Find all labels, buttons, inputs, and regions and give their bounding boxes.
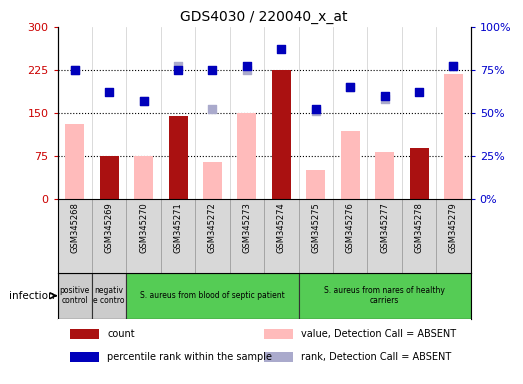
Bar [264, 199, 299, 273]
Bar [70, 329, 99, 339]
Text: GSM345272: GSM345272 [208, 203, 217, 253]
Bar [436, 199, 471, 273]
Text: GSM345270: GSM345270 [139, 203, 148, 253]
Point [380, 96, 389, 102]
Bar [70, 352, 99, 362]
Bar [299, 273, 471, 319]
Point [346, 84, 355, 90]
Point [312, 106, 320, 113]
Text: GSM345276: GSM345276 [346, 203, 355, 253]
Bar [230, 199, 264, 273]
Text: positive
control: positive control [60, 286, 90, 305]
Title: GDS4030 / 220040_x_at: GDS4030 / 220040_x_at [180, 10, 348, 25]
Point [105, 89, 113, 95]
Point [449, 63, 458, 70]
Point [208, 106, 217, 113]
Point [380, 93, 389, 99]
Bar [100, 156, 119, 199]
Point [449, 63, 458, 70]
Bar [161, 199, 195, 273]
Text: GSM345273: GSM345273 [242, 203, 252, 253]
Text: rank, Detection Call = ABSENT: rank, Detection Call = ABSENT [301, 352, 451, 362]
Text: count: count [107, 329, 135, 339]
Text: GSM345278: GSM345278 [415, 203, 424, 253]
Point [312, 108, 320, 114]
Text: S. aureus from nares of healthy
carriers: S. aureus from nares of healthy carriers [324, 286, 445, 305]
Bar [58, 199, 92, 273]
Point [71, 67, 79, 73]
Bar [333, 199, 367, 273]
Bar [299, 199, 333, 273]
Text: infection: infection [9, 291, 55, 301]
Point [174, 67, 182, 73]
Point [174, 63, 182, 70]
Text: GSM345279: GSM345279 [449, 203, 458, 253]
Bar [127, 199, 161, 273]
Bar [367, 199, 402, 273]
Point [346, 84, 355, 90]
Text: negativ
e contro: negativ e contro [94, 286, 125, 305]
Point [243, 63, 251, 70]
Text: GSM345271: GSM345271 [174, 203, 183, 253]
Bar [237, 113, 256, 199]
Bar [410, 149, 428, 199]
Point [243, 67, 251, 73]
Point [415, 89, 423, 95]
Point [140, 98, 148, 104]
Point [140, 98, 148, 104]
Bar [375, 152, 394, 199]
Bar [272, 70, 291, 199]
Bar [203, 162, 222, 199]
Bar [402, 199, 436, 273]
Text: percentile rank within the sample: percentile rank within the sample [107, 352, 272, 362]
Text: GSM345275: GSM345275 [311, 203, 320, 253]
Point [208, 67, 217, 73]
Text: value, Detection Call = ABSENT: value, Detection Call = ABSENT [301, 329, 457, 339]
Bar [444, 74, 463, 199]
Bar [92, 273, 127, 319]
Text: S. aureus from blood of septic patient: S. aureus from blood of septic patient [140, 291, 285, 300]
Bar [65, 124, 84, 199]
Text: GSM345277: GSM345277 [380, 203, 389, 253]
Text: GSM345269: GSM345269 [105, 203, 113, 253]
Bar [306, 170, 325, 199]
Bar [134, 156, 153, 199]
Bar [92, 199, 127, 273]
Bar [264, 329, 293, 339]
Point [71, 67, 79, 73]
Bar [340, 131, 360, 199]
Bar [127, 273, 299, 319]
Text: GSM345274: GSM345274 [277, 203, 286, 253]
Bar [264, 352, 293, 362]
Bar [195, 199, 230, 273]
Text: GSM345268: GSM345268 [70, 203, 79, 253]
Point [277, 46, 286, 52]
Bar [58, 273, 92, 319]
Bar [168, 116, 188, 199]
